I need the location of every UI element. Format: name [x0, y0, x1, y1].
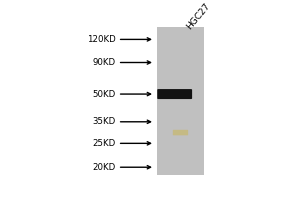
FancyBboxPatch shape [173, 130, 188, 135]
Text: 35KD: 35KD [92, 117, 116, 126]
Text: 50KD: 50KD [92, 90, 116, 99]
Text: 25KD: 25KD [92, 139, 116, 148]
FancyBboxPatch shape [157, 89, 192, 99]
Text: HGC27: HGC27 [185, 2, 212, 31]
Text: 20KD: 20KD [92, 163, 116, 172]
Text: 90KD: 90KD [92, 58, 116, 67]
Bar [157, 27, 204, 175]
Text: 120KD: 120KD [87, 35, 116, 44]
